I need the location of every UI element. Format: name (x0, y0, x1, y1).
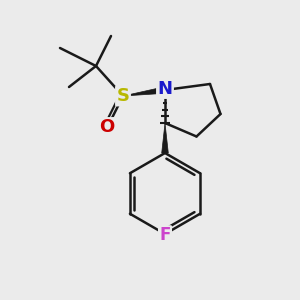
Text: O: O (99, 118, 114, 136)
Text: S: S (116, 87, 130, 105)
Text: N: N (158, 80, 172, 98)
Text: F: F (159, 226, 171, 244)
Polygon shape (162, 123, 168, 153)
Polygon shape (123, 87, 166, 96)
